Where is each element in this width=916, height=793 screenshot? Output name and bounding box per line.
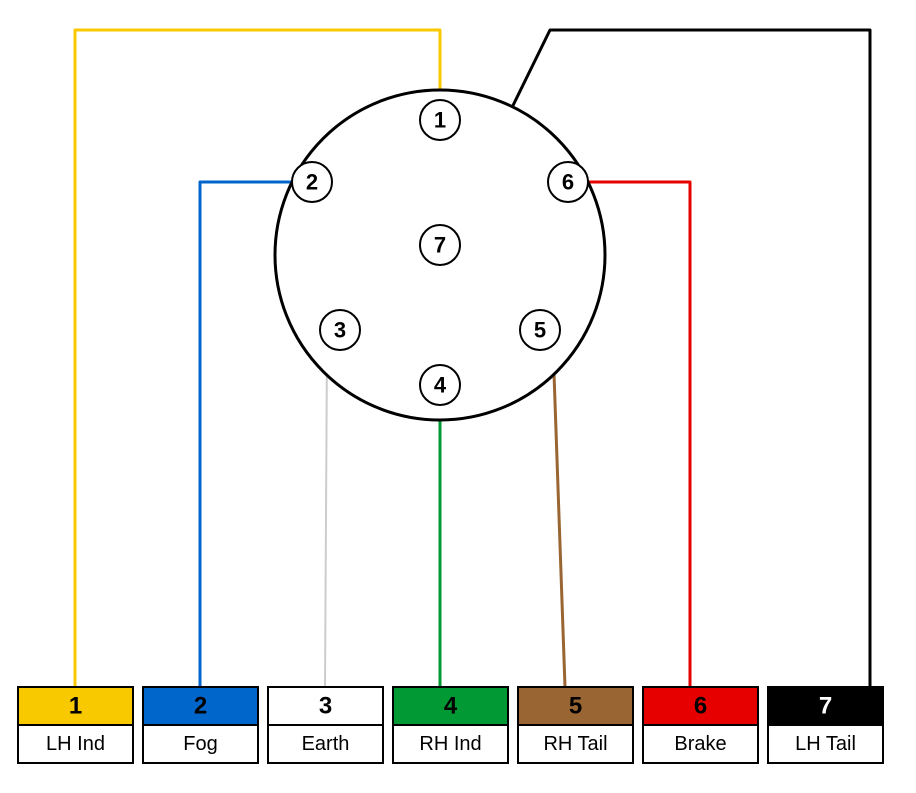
legend-lbl-3: Earth [302, 733, 350, 755]
pin-label-2: 2 [306, 170, 318, 195]
wiring-diagram: 1 2 3 4 5 6 7 1 LH Ind 2 Fog 3 Earth 4 RH Ind 5 RH Tail 6… [0, 0, 916, 793]
pin-label-1: 1 [434, 108, 446, 133]
legend-lbl-2: Fog [183, 733, 217, 755]
legend-num-2: 2 [194, 693, 207, 720]
legend-box-3: 3 Earth [268, 687, 383, 763]
legend-num-3: 3 [319, 693, 332, 720]
pin-label-4: 4 [434, 373, 447, 398]
legend-lbl-4: RH Ind [419, 733, 481, 755]
legend-num-7: 7 [819, 693, 832, 720]
legend-lbl-1: LH Ind [46, 733, 105, 755]
pin-label-5: 5 [534, 318, 546, 343]
legend-box-6: 6 Brake [643, 687, 758, 763]
legend-box-1: 1 LH Ind [18, 687, 133, 763]
legend-lbl-5: RH Tail [543, 733, 607, 755]
legend-num-4: 4 [444, 693, 458, 720]
legend-num-1: 1 [69, 693, 82, 720]
legend-box-5: 5 RH Tail [518, 687, 633, 763]
legend-num-5: 5 [569, 693, 582, 720]
wire-3 [325, 345, 327, 687]
legend-num-6: 6 [694, 693, 707, 720]
pin-label-7: 7 [434, 233, 446, 258]
legend-box-7: 7 LH Tail [768, 687, 883, 763]
pin-label-3: 3 [334, 318, 346, 343]
wire-5 [553, 345, 565, 687]
legend-lbl-6: Brake [674, 733, 726, 755]
legend-box-2: 2 Fog [143, 687, 258, 763]
legend-box-4: 4 RH Ind [393, 687, 508, 763]
legend-lbl-7: LH Tail [795, 733, 856, 755]
pin-label-6: 6 [562, 170, 574, 195]
